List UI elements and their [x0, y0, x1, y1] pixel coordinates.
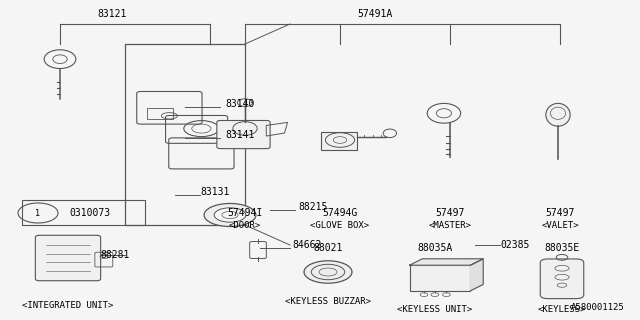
Text: <INTEGRATED UNIT>: <INTEGRATED UNIT>	[22, 300, 114, 309]
Text: <KEYLESS UNIT>: <KEYLESS UNIT>	[397, 306, 472, 315]
Text: <KEYLESS>: <KEYLESS>	[538, 306, 586, 315]
Bar	[125, 44, 245, 225]
Text: 88035E: 88035E	[545, 243, 580, 253]
Text: 57494G: 57494G	[323, 208, 358, 218]
Text: 02385: 02385	[500, 240, 529, 250]
Text: 83141: 83141	[225, 130, 254, 140]
Text: 88215: 88215	[298, 202, 328, 212]
Ellipse shape	[204, 204, 256, 227]
Text: 57497: 57497	[435, 208, 465, 218]
Text: 88021: 88021	[314, 243, 342, 253]
Polygon shape	[410, 259, 483, 265]
Text: 83131: 83131	[200, 187, 229, 197]
Text: 57497: 57497	[545, 208, 575, 218]
Polygon shape	[470, 259, 483, 291]
FancyBboxPatch shape	[35, 235, 100, 281]
Text: 1: 1	[35, 209, 40, 218]
Ellipse shape	[214, 208, 246, 222]
Text: 57494I: 57494I	[227, 208, 262, 218]
Text: A580001125: A580001125	[572, 303, 625, 313]
Text: 88035A: 88035A	[417, 243, 452, 253]
Ellipse shape	[304, 261, 352, 283]
Text: <GLOVE BOX>: <GLOVE BOX>	[310, 220, 369, 229]
Bar	[321, 132, 357, 150]
FancyBboxPatch shape	[540, 259, 584, 299]
Bar	[410, 265, 470, 291]
Text: <KEYLESS BUZZAR>: <KEYLESS BUZZAR>	[285, 298, 371, 307]
Text: 88281: 88281	[100, 250, 129, 260]
Text: 84662: 84662	[292, 240, 321, 250]
Text: 83140: 83140	[225, 99, 254, 109]
Text: 57491A: 57491A	[357, 9, 392, 19]
Text: 83121: 83121	[97, 9, 127, 19]
Ellipse shape	[546, 103, 570, 126]
FancyBboxPatch shape	[217, 121, 270, 149]
Text: 0310073: 0310073	[69, 208, 111, 218]
Text: <MASTER>: <MASTER>	[429, 220, 472, 229]
Text: <VALET>: <VALET>	[541, 220, 579, 229]
Text: <DOOR>: <DOOR>	[229, 220, 261, 229]
Bar	[147, 108, 173, 119]
